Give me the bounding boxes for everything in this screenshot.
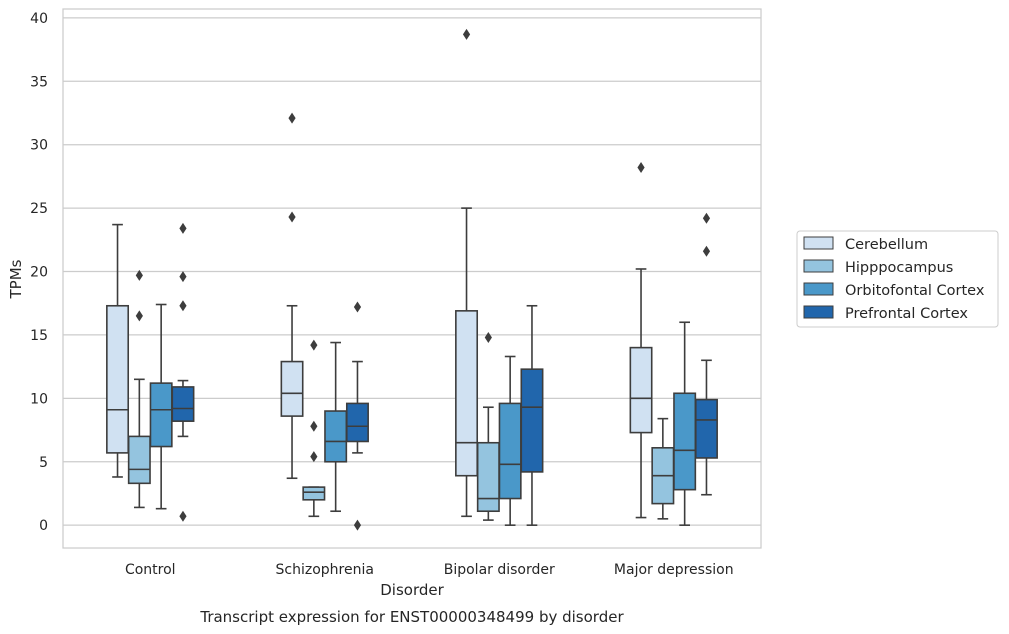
iqr-box [455,310,479,477]
iqr-box [498,402,522,500]
box-orbitofontal-cortex [498,355,522,526]
y-tick-labels: 0 5 10 15 20 25 30 35 40 [30,11,48,534]
iqr-box [149,382,173,448]
y-tick-label: 0 [39,518,48,534]
x-tick-label: Bipolar disorder [444,562,555,578]
outlier-point [179,510,187,522]
box-hipppocampus [127,269,151,509]
outlier-point [288,112,296,124]
iqr-box [476,441,500,513]
outlier-point [702,212,711,224]
x-tick-label: Control [125,562,176,578]
box-cerebellum [280,112,304,480]
box-prefrontal-cortex [520,304,544,526]
outlier-point [462,28,471,40]
box-groups [106,28,718,531]
outlier-point [484,331,492,343]
box-cerebellum [629,162,653,519]
x-axis-label: Disorder [380,581,444,599]
iqr-box [345,402,369,443]
outlier-point [179,300,187,312]
outlier-point [135,269,143,281]
legend-label: Orbitofontal Cortex [845,283,985,299]
outlier-point [353,301,362,313]
iqr-box [324,410,348,463]
iqr-box [694,398,718,459]
outlier-point [637,162,645,174]
legend-frame [796,230,999,328]
x-tick-label: Major depression [614,562,734,578]
y-tick-label: 40 [30,11,48,27]
chart-caption: Transcript expression for ENST0000034849… [199,608,624,626]
legend-label: Cerebellum [845,237,928,253]
iqr-box [520,368,544,473]
outlier-point [310,451,318,463]
box-cerebellum [106,223,130,478]
legend-swatch [803,305,834,319]
iqr-box [629,346,653,434]
outlier-point [288,211,296,223]
outlier-point [310,420,318,432]
y-tick-label: 35 [30,74,48,90]
y-axis-label: TPMs [7,259,25,299]
y-tick-label: 15 [30,328,48,344]
outlier-point [179,271,187,283]
legend-swatch [803,282,834,296]
box-orbitofontal-cortex [673,321,697,526]
plot-frame [62,8,762,549]
iqr-box [673,392,697,491]
x-tick-labels: Control Schizophrenia Bipolar disorder Majo… [125,562,734,578]
legend-swatch [803,236,834,250]
iqr-box [127,435,151,485]
box-hipppocampus [302,339,326,518]
box-prefrontal-cortex [171,222,195,522]
box-prefrontal-cortex [694,212,718,496]
iqr-box [302,486,326,501]
outlier-point [179,222,187,234]
iqr-box [171,386,195,422]
legend-label: Prefrontal Cortex [845,306,968,322]
box-cerebellum [455,28,479,518]
outlier-point [135,310,143,322]
box-prefrontal-cortex [345,301,369,531]
legend-swatch [803,259,834,273]
y-tick-label: 25 [30,201,48,217]
iqr-box [280,360,304,417]
y-tick-label: 10 [30,391,48,407]
y-tick-label: 20 [30,265,48,281]
legend: Cerebellum Hipppocampus Orbitofontal Corte… [796,230,999,328]
outlier-point [702,245,711,257]
x-tick-label: Schizophrenia [276,562,374,578]
legend-label: Hipppocampus [845,260,953,276]
box-hipppocampus [476,331,500,521]
iqr-box [106,304,130,454]
outlier-point [310,339,318,351]
y-tick-label: 5 [39,455,48,471]
box-hipppocampus [651,417,675,520]
outlier-point [353,519,362,531]
box-orbitofontal-cortex [324,341,348,513]
y-tick-label: 30 [30,138,48,154]
box-orbitofontal-cortex [149,303,173,510]
